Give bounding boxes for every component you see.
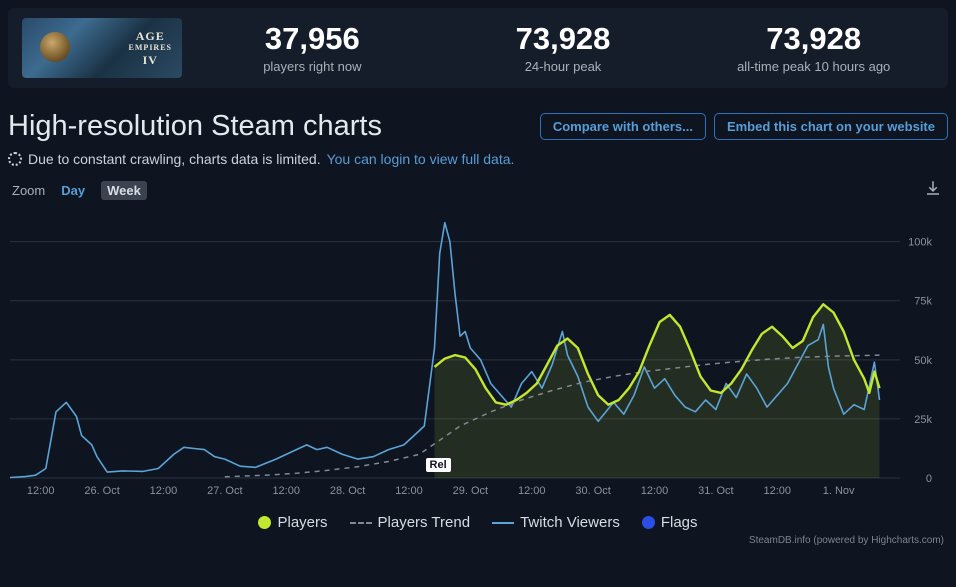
stat-24h-peak: 73,928 24-hour peak [443, 22, 684, 73]
embed-button[interactable]: Embed this chart on your website [714, 113, 948, 140]
svg-text:0: 0 [926, 473, 932, 485]
legend-players[interactable]: Players [258, 514, 327, 531]
svg-text:75k: 75k [914, 296, 932, 308]
section-header: High-resolution Steam charts Compare wit… [0, 96, 956, 145]
compare-button[interactable]: Compare with others... [540, 113, 706, 140]
game-title-overlay: AGE EMPIRES IV [129, 30, 172, 66]
stat-current-players: 37,956 players right now [192, 22, 433, 73]
stat-value: 73,928 [443, 22, 684, 56]
legend-swatch-icon [258, 516, 271, 529]
notice-banner: Due to constant crawling, charts data is… [0, 145, 956, 179]
svg-text:27. Oct: 27. Oct [207, 485, 242, 497]
login-link[interactable]: You can login to view full data. [327, 151, 515, 167]
svg-text:12:00: 12:00 [150, 485, 178, 497]
svg-text:1. Nov: 1. Nov [823, 485, 855, 497]
section-title: High-resolution Steam charts [8, 110, 382, 143]
game-thumbnail[interactable]: AGE EMPIRES IV [22, 18, 182, 78]
stat-value: 73,928 [693, 22, 934, 56]
svg-text:28. Oct: 28. Oct [330, 485, 365, 497]
legend-trend[interactable]: Players Trend [350, 514, 471, 531]
svg-text:29. Oct: 29. Oct [453, 485, 488, 497]
steam-chart[interactable]: 0 25k 50k 75k 100k 12:00 26. Oct 12:00 27. Oct 12… [0, 208, 956, 508]
legend-line-icon [492, 522, 514, 524]
chart-legend: Players Players Trend Twitch Viewers Fla… [0, 508, 956, 533]
stat-alltime-peak: 73,928 all-time peak 10 hours ago [693, 22, 934, 73]
section-buttons: Compare with others... Embed this chart … [540, 113, 948, 140]
svg-text:100k: 100k [908, 237, 932, 249]
notice-text: Due to constant crawling, charts data is… [28, 151, 321, 167]
svg-text:25k: 25k [914, 414, 932, 426]
stats-bar: AGE EMPIRES IV 37,956 players right now … [8, 8, 948, 88]
legend-swatch-icon [642, 516, 655, 529]
legend-twitch[interactable]: Twitch Viewers [492, 514, 620, 531]
loading-spinner-icon [8, 152, 22, 166]
svg-text:12:00: 12:00 [272, 485, 300, 497]
zoom-label: Zoom [12, 183, 45, 198]
release-marker: Rel [426, 458, 451, 472]
stat-label: 24-hour peak [443, 59, 684, 74]
svg-text:12:00: 12:00 [395, 485, 423, 497]
svg-text:31. Oct: 31. Oct [698, 485, 733, 497]
legend-line-icon [350, 522, 372, 524]
stat-label: players right now [192, 59, 433, 74]
svg-text:30. Oct: 30. Oct [575, 485, 610, 497]
chart-container: 0 25k 50k 75k 100k 12:00 26. Oct 12:00 27. Oct 12… [0, 208, 956, 508]
chart-footer: SteamDB.info (powered by Highcharts.com) [0, 533, 956, 546]
zoom-week[interactable]: Week [101, 181, 147, 200]
svg-text:12:00: 12:00 [763, 485, 791, 497]
download-icon[interactable] [924, 179, 942, 202]
stat-value: 37,956 [192, 22, 433, 56]
zoom-day[interactable]: Day [55, 181, 91, 200]
svg-text:12:00: 12:00 [641, 485, 669, 497]
legend-flags[interactable]: Flags [642, 514, 698, 531]
svg-text:12:00: 12:00 [518, 485, 546, 497]
stat-label: all-time peak 10 hours ago [693, 59, 934, 74]
svg-text:12:00: 12:00 [27, 485, 55, 497]
svg-text:50k: 50k [914, 355, 932, 367]
svg-text:26. Oct: 26. Oct [84, 485, 119, 497]
zoom-controls: Zoom Day Week [0, 179, 956, 208]
